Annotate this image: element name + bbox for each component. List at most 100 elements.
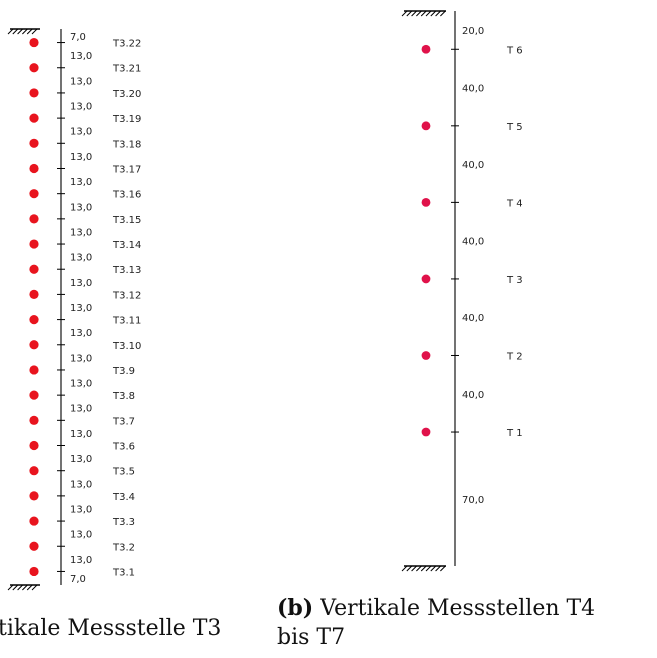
b-sensor-dot: [421, 197, 431, 207]
caption-b-line2: bis T7: [277, 625, 346, 650]
a-spacing-label: 13,0: [70, 127, 92, 138]
a-sensor-dot: [29, 491, 39, 501]
a-sensor-dot: [29, 365, 39, 375]
a-sensor-label: T3.13: [112, 265, 141, 276]
a-sensor-label: T3.19: [112, 114, 141, 125]
a-sensor-label: T3.17: [112, 164, 141, 175]
a-sensor-label: T3.15: [112, 215, 141, 226]
a-spacing-label: 13,0: [70, 152, 92, 163]
a-sensor-label: T3.11: [112, 316, 141, 327]
a-spacing-label: 13,0: [70, 353, 92, 364]
a-sensor-label: T3.5: [112, 467, 135, 478]
a-spacing-label: 13,0: [70, 555, 92, 566]
panel-a-t3-column: 7,0 13,0 13,0 13,0 13,0 13,0 13,0 13,0 13,0 13,0 1…: [7, 28, 141, 591]
b-sensor-dot: [421, 427, 431, 437]
b-bottom-support: [401, 565, 446, 572]
b-top-support-stroke: [406, 10, 413, 17]
caption-b-tag: (b): [277, 595, 314, 621]
a-top-support-stroke: [26, 28, 33, 35]
caption-a: tikale Messstelle T3: [0, 614, 221, 643]
a-spacing-label: 13,0: [70, 328, 92, 339]
panel-b-t4-t7-column: 20,0 40,0 40,0 40,0 40,0 40,0 70,0 T 6 T 5 T 4 T 3…: [401, 10, 523, 572]
b-sensor-label: T 1: [506, 428, 523, 439]
a-sensor-label: T3.2: [112, 542, 135, 553]
a-sensor-label: T3.8: [112, 391, 135, 402]
a-sensor-dot: [29, 138, 39, 148]
a-sensor-label: T3.16: [112, 190, 141, 201]
a-top-support-stroke: [17, 28, 23, 35]
a-spacing-label: 13,0: [70, 504, 92, 515]
a-sensor-dot: [29, 113, 39, 123]
a-top-support: [7, 28, 40, 35]
a-sensor-dot: [29, 415, 39, 425]
a-top-support-stroke: [12, 28, 19, 35]
b-bottom-support-stroke: [401, 565, 408, 572]
a-top-support-stroke: [31, 28, 38, 35]
a-bottom-support-stroke: [22, 584, 28, 591]
a-sensor-label: T3.14: [112, 240, 141, 251]
a-spacing-label: 13,0: [70, 177, 92, 188]
a-sensor-label: T3.21: [112, 64, 141, 75]
b-spacing-label: 40,0: [462, 84, 484, 95]
b-top-support-stroke: [401, 10, 408, 17]
a-sensor-dot: [29, 239, 39, 249]
b-spacing-label: 20,0: [462, 26, 484, 37]
a-bottom-support: [7, 584, 40, 591]
b-bottom-support-stroke: [406, 565, 413, 572]
b-sensor-label: T 2: [506, 351, 523, 362]
a-bottom-support-stroke: [7, 584, 14, 591]
a-sensor-dot: [29, 566, 39, 577]
a-spacing-label: 7,0: [70, 574, 86, 585]
b-sensor-dot: [421, 351, 431, 360]
caption-b-line1: (b) Vertikale Messstellen T4: [277, 594, 595, 623]
b-spacing-label: 40,0: [462, 160, 484, 171]
b-top-support-stroke: [411, 10, 417, 17]
a-sensor-label: T3.6: [112, 442, 135, 453]
b-spacing-label: 40,0: [462, 237, 484, 248]
a-sensor-dot: [29, 440, 39, 451]
a-sensor-dot: [29, 163, 39, 174]
b-bottom-support-stroke: [435, 565, 441, 572]
a-sensor-label: T3.10: [112, 341, 141, 352]
a-sensor-dot: [29, 340, 39, 350]
a-spacing-label: 13,0: [70, 530, 92, 541]
a-sensor-dot: [29, 466, 39, 476]
b-bottom-support-stroke: [430, 565, 437, 572]
a-sensor-dot: [29, 289, 39, 300]
a-spacing-label: 13,0: [70, 102, 92, 113]
a-spacing-label: 13,0: [70, 202, 92, 213]
a-sensor-dot: [29, 314, 39, 325]
b-sensor-label: T 5: [506, 122, 523, 133]
a-spacing-label: 13,0: [70, 429, 92, 440]
a-spacing-label: 13,0: [70, 253, 92, 264]
caption-b: (b) Vertikale Messstellen T4 bis T7: [277, 594, 595, 652]
a-bottom-support-stroke: [17, 584, 23, 591]
a-spacing-label: 13,0: [70, 76, 92, 87]
a-spacing-label: 13,0: [70, 454, 92, 465]
b-sensor-dot: [421, 274, 431, 284]
a-sensor-dot: [29, 88, 39, 98]
a-sensor-dot: [29, 214, 39, 224]
a-sensor-label: T3.1: [112, 567, 135, 578]
b-top-support: [401, 10, 446, 17]
caption-b-title: Vertikale Messstellen T4: [320, 596, 596, 621]
a-sensor-dot: [29, 264, 39, 274]
a-bottom-support-stroke: [31, 584, 38, 591]
b-sensor-dot: [421, 121, 431, 131]
b-bottom-support-stroke: [420, 565, 427, 572]
b-sensor-label: T 6: [506, 45, 523, 56]
b-top-support-stroke: [440, 10, 446, 17]
a-spacing-label: 7,0: [70, 32, 86, 43]
a-sensor-label: T3.3: [112, 517, 135, 528]
a-sensor-label: T3.22: [112, 39, 141, 50]
a-spacing-label: 13,0: [70, 303, 92, 314]
b-top-support-stroke: [430, 10, 437, 17]
b-spacing-label: 40,0: [462, 313, 484, 324]
a-bottom-support-stroke: [26, 584, 33, 591]
b-spacing-label: 70,0: [462, 495, 484, 506]
a-sensor-label: T3.20: [112, 89, 141, 100]
b-top-support-stroke: [416, 10, 422, 17]
b-bottom-support-stroke: [440, 565, 446, 572]
a-bottom-support-stroke: [12, 584, 19, 591]
